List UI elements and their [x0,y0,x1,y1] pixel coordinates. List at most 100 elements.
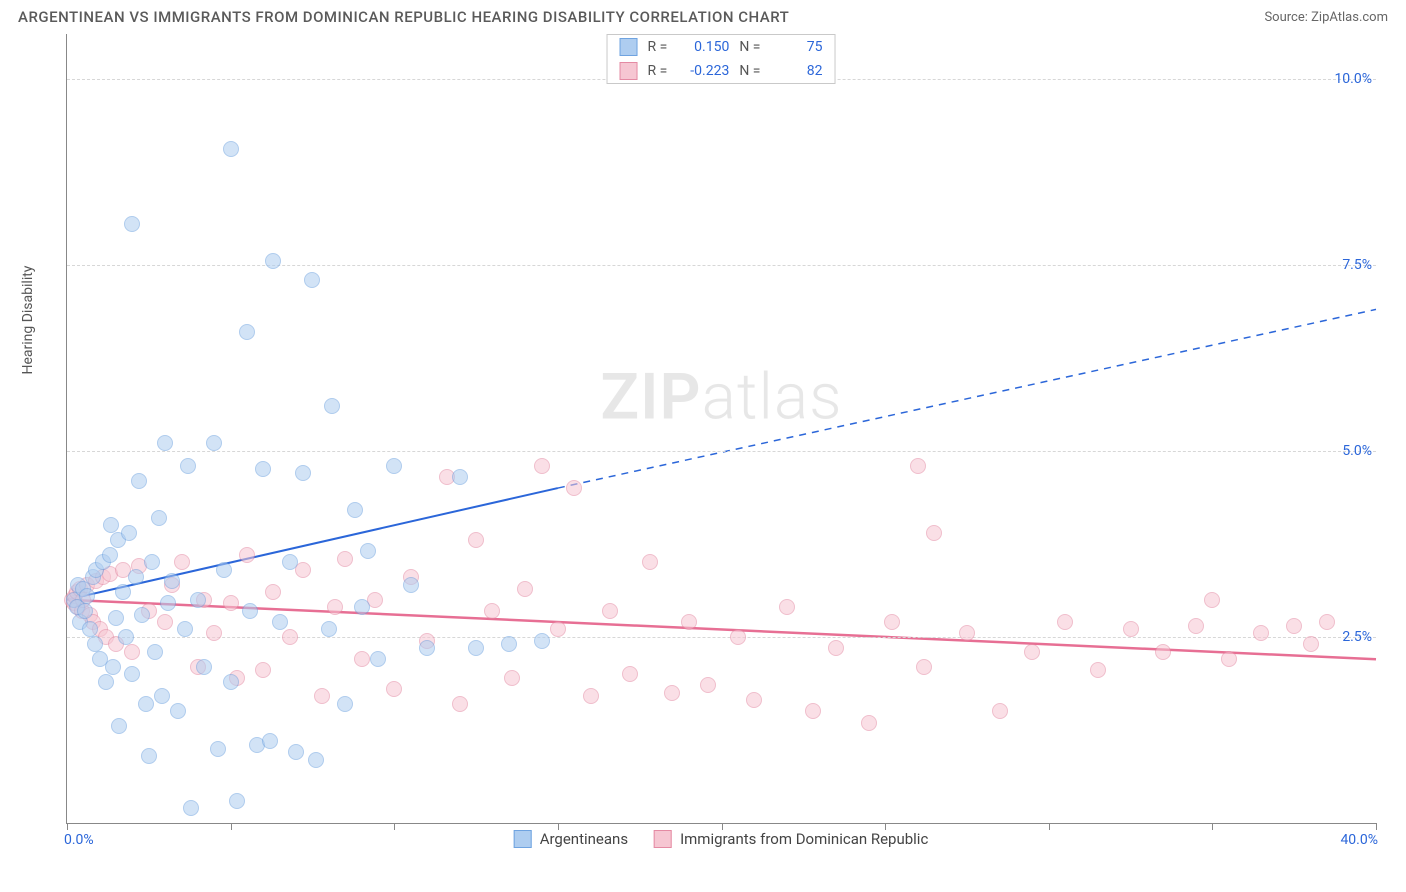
source-name[interactable]: ZipAtlas.com [1311,10,1388,25]
data-point [265,584,281,600]
data-point [370,651,386,667]
legend-label: Immigrants from Dominican Republic [680,830,928,848]
y-tick-label: 10.0% [1334,71,1372,87]
data-point [664,685,680,701]
data-point [190,592,206,608]
data-point [115,584,131,600]
data-point [681,614,697,630]
data-point [121,525,137,541]
data-point [1221,651,1237,667]
data-point [1024,644,1040,660]
data-point [131,473,147,489]
data-point [206,625,222,641]
data-point [105,659,121,675]
data-point [1057,614,1073,630]
data-point [566,480,582,496]
x-tick [1376,823,1377,830]
gridline [67,451,1376,452]
data-point [992,703,1008,719]
legend-swatch [620,38,638,56]
data-point [124,216,140,232]
data-point [282,629,298,645]
data-point [583,688,599,704]
source-label: Source: [1264,10,1307,25]
data-point [77,603,93,619]
data-point [1286,618,1302,634]
chart-area: Hearing Disability ZIPatlas 2.5%5.0%7.5%… [66,34,1376,824]
data-point [229,793,245,809]
data-point [262,733,278,749]
data-point [1188,618,1204,634]
data-point [452,696,468,712]
data-point [272,614,288,630]
x-tick [1212,823,1213,830]
data-point [118,629,134,645]
data-point [157,614,173,630]
data-point [1303,636,1319,652]
gridline [67,265,1376,266]
data-point [805,703,821,719]
y-tick-label: 5.0% [1342,443,1372,459]
data-point [255,461,271,477]
data-point [484,603,500,619]
data-point [501,636,517,652]
data-point [196,659,212,675]
data-point [642,554,658,570]
trend-line [67,600,1376,660]
data-point [183,800,199,816]
data-point [103,517,119,533]
data-point [354,651,370,667]
data-point [295,465,311,481]
data-point [959,625,975,641]
data-point [134,607,150,623]
r-label: R = [648,63,668,79]
x-tick [885,823,886,830]
data-point [223,141,239,157]
data-point [255,662,271,678]
x-max-label: 40.0% [1340,832,1378,848]
data-point [337,551,353,567]
data-point [910,458,926,474]
data-point [124,644,140,660]
n-label: N = [739,63,760,79]
data-point [180,458,196,474]
legend-item: Immigrants from Dominican Republic [654,830,928,848]
data-point [602,603,618,619]
data-point [282,554,298,570]
data-point [151,510,167,526]
legend-label: Argentineans [540,830,628,848]
data-point [403,577,419,593]
data-point [160,595,176,611]
x-tick [722,823,723,830]
y-axis-title: Hearing Disability [20,266,36,375]
plot-region: ZIPatlas 2.5%5.0%7.5%10.0% [66,34,1376,824]
x-tick [67,823,68,830]
chart-title: ARGENTINEAN VS IMMIGRANTS FROM DOMINICAN… [18,8,789,26]
data-point [550,621,566,637]
data-point [308,752,324,768]
data-point [102,547,118,563]
header: ARGENTINEAN VS IMMIGRANTS FROM DOMINICAN… [0,0,1406,28]
data-point [347,502,363,518]
data-point [216,562,232,578]
data-point [304,272,320,288]
data-point [884,614,900,630]
data-point [154,688,170,704]
n-value: 75 [770,39,822,55]
data-point [223,595,239,611]
data-point [730,629,746,645]
data-point [124,666,140,682]
r-value: -0.223 [677,63,729,79]
correlation-legend: R =0.150N =75R =-0.223N =82 [607,34,836,84]
data-point [700,677,716,693]
data-point [517,581,533,597]
source: Source: ZipAtlas.com [1264,10,1388,25]
data-point [1204,592,1220,608]
x-tick [558,823,559,830]
x-min-label: 0.0% [64,832,94,848]
trend-line [558,309,1376,488]
data-point [828,640,844,656]
data-point [111,718,127,734]
gridline [67,637,1376,638]
data-point [144,554,160,570]
